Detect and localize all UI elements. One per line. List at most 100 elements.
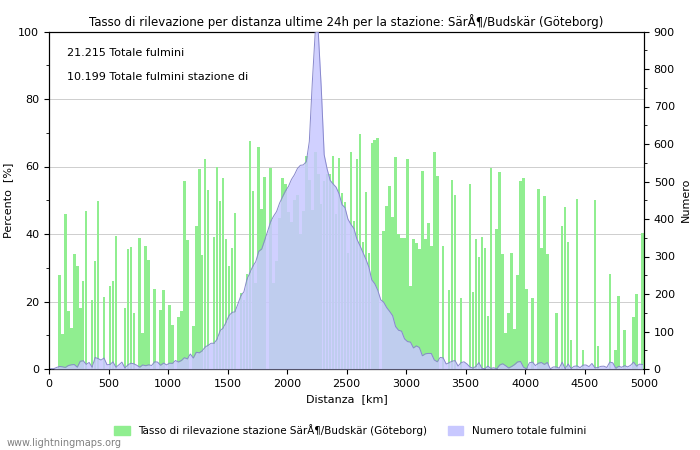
Bar bbox=[501, 254, 504, 369]
Text: www.lightningmaps.org: www.lightningmaps.org bbox=[7, 438, 122, 448]
Bar bbox=[148, 260, 150, 369]
Bar bbox=[632, 317, 635, 369]
Bar bbox=[326, 174, 328, 369]
Bar bbox=[239, 293, 242, 369]
Bar bbox=[61, 334, 64, 369]
Bar bbox=[91, 300, 93, 369]
Bar bbox=[201, 255, 204, 369]
Bar bbox=[525, 289, 528, 369]
Bar bbox=[130, 247, 132, 369]
Bar bbox=[615, 350, 617, 369]
Bar bbox=[335, 214, 337, 369]
Bar bbox=[555, 314, 557, 369]
Bar bbox=[391, 217, 394, 369]
Bar bbox=[537, 189, 540, 369]
Bar bbox=[531, 297, 533, 369]
Bar bbox=[79, 309, 81, 369]
Bar bbox=[510, 253, 513, 369]
Bar bbox=[484, 248, 486, 369]
Bar bbox=[287, 212, 290, 369]
Bar bbox=[228, 266, 230, 369]
Bar bbox=[519, 180, 522, 369]
Bar bbox=[162, 290, 164, 369]
Bar bbox=[198, 169, 200, 369]
Bar bbox=[260, 209, 263, 369]
Bar bbox=[517, 275, 519, 369]
Bar bbox=[108, 286, 111, 369]
Bar bbox=[207, 190, 209, 369]
Bar bbox=[231, 248, 233, 369]
Bar bbox=[368, 253, 370, 369]
Bar bbox=[94, 261, 97, 369]
Bar bbox=[362, 242, 364, 369]
Bar bbox=[204, 159, 206, 369]
Bar bbox=[442, 246, 444, 369]
Bar bbox=[124, 308, 126, 369]
Bar bbox=[358, 134, 361, 369]
Bar bbox=[67, 311, 69, 369]
Bar bbox=[430, 246, 433, 369]
Bar bbox=[323, 181, 326, 369]
Bar bbox=[624, 330, 626, 369]
Bar bbox=[570, 340, 573, 369]
Bar bbox=[293, 200, 295, 369]
Bar bbox=[398, 234, 400, 369]
Text: 10.199 Totale fulmini stazione di: 10.199 Totale fulmini stazione di bbox=[67, 72, 248, 82]
Bar bbox=[370, 144, 373, 369]
Bar bbox=[374, 140, 376, 369]
Bar bbox=[144, 246, 147, 369]
Bar bbox=[344, 202, 346, 369]
Bar bbox=[225, 239, 228, 369]
Bar bbox=[82, 281, 85, 369]
Bar bbox=[296, 195, 299, 369]
Bar bbox=[299, 234, 302, 369]
Bar bbox=[365, 193, 367, 369]
Y-axis label: Percento  [%]: Percento [%] bbox=[3, 162, 13, 238]
Bar bbox=[195, 226, 197, 369]
Bar bbox=[284, 184, 287, 369]
Bar bbox=[222, 178, 224, 369]
Bar bbox=[498, 172, 501, 369]
Bar bbox=[594, 200, 596, 369]
Bar bbox=[454, 195, 456, 369]
Bar bbox=[389, 186, 391, 369]
Bar bbox=[522, 178, 525, 369]
Bar bbox=[346, 252, 349, 369]
Bar bbox=[275, 261, 278, 369]
Bar bbox=[112, 281, 114, 369]
Bar bbox=[216, 166, 218, 369]
Bar bbox=[314, 152, 316, 369]
Bar bbox=[543, 196, 545, 369]
Bar bbox=[424, 239, 426, 369]
Bar bbox=[308, 180, 311, 369]
Bar bbox=[418, 249, 421, 369]
Bar bbox=[251, 190, 254, 369]
Bar bbox=[353, 220, 355, 369]
Bar bbox=[513, 328, 516, 369]
Bar bbox=[213, 237, 216, 369]
Bar bbox=[281, 178, 284, 369]
Bar bbox=[272, 283, 275, 369]
Bar bbox=[481, 237, 483, 369]
Bar bbox=[64, 214, 67, 369]
Bar bbox=[472, 292, 474, 369]
Bar bbox=[433, 152, 435, 369]
Bar bbox=[234, 213, 236, 369]
Bar bbox=[73, 254, 76, 369]
Bar bbox=[350, 152, 352, 369]
Bar bbox=[508, 314, 510, 369]
Bar bbox=[177, 317, 180, 369]
Bar bbox=[183, 181, 186, 369]
Bar bbox=[338, 158, 340, 369]
Bar bbox=[400, 238, 402, 369]
Y-axis label: Numero: Numero bbox=[680, 178, 690, 222]
Bar bbox=[567, 242, 569, 369]
Bar bbox=[305, 156, 307, 369]
Bar bbox=[415, 243, 418, 369]
Bar bbox=[489, 168, 492, 369]
Bar bbox=[406, 159, 409, 369]
Bar bbox=[448, 290, 450, 369]
Bar bbox=[427, 223, 430, 369]
Bar bbox=[168, 305, 171, 369]
Bar bbox=[132, 313, 135, 369]
